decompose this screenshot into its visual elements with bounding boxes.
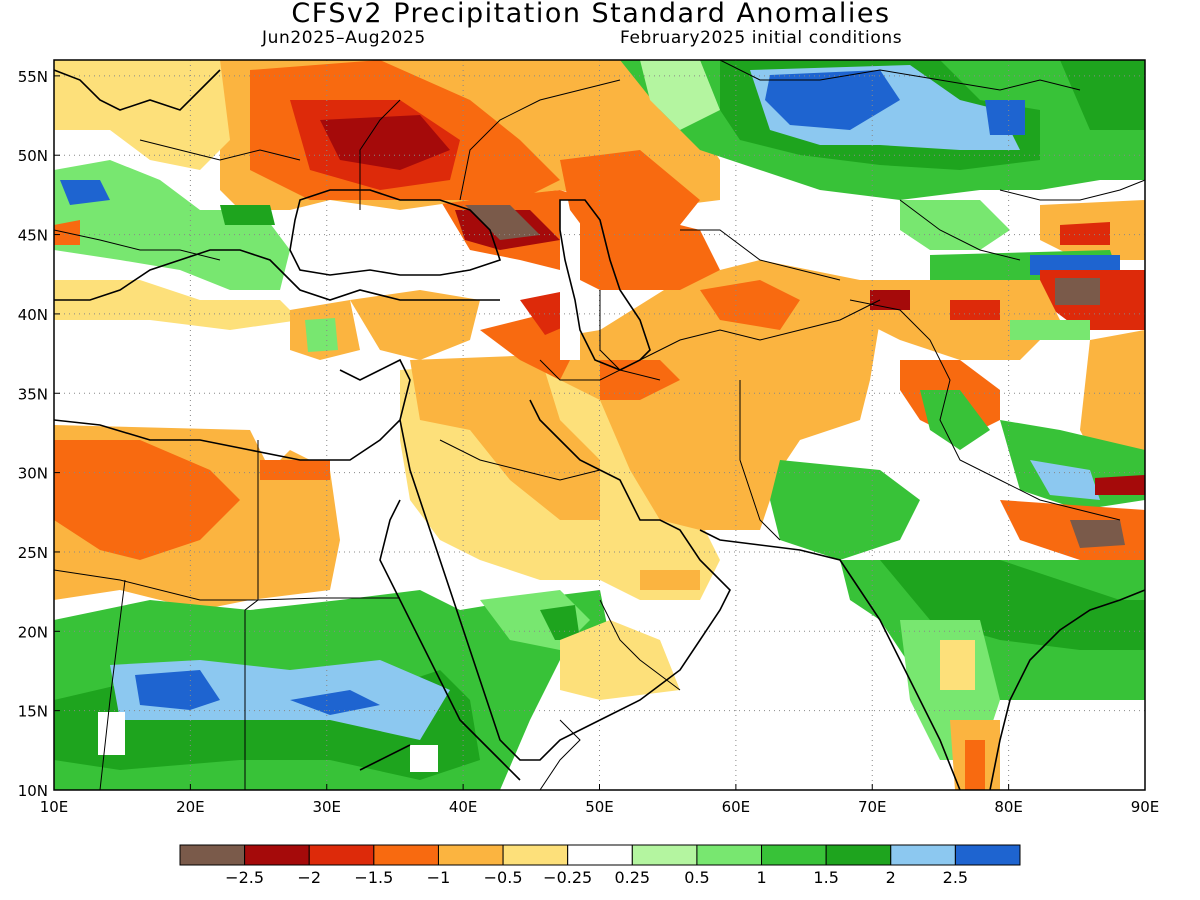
anomaly-region [54, 60, 230, 170]
colorbar-swatch [825, 844, 892, 866]
anomaly-region [260, 460, 330, 480]
forecast-period: Jun2025–Aug2025 [262, 28, 426, 48]
anomaly-region [98, 712, 125, 755]
x-tick-label: 40E [449, 798, 478, 816]
anomaly-region [220, 205, 275, 225]
anomaly-region [985, 100, 1025, 135]
colorbar-swatch [437, 844, 504, 866]
colorbar-swatch [179, 844, 246, 866]
anomaly-region [1060, 222, 1110, 245]
colorbar-swatch [308, 844, 375, 866]
x-tick-label: 10E [40, 798, 69, 816]
latitude-axis: 10N 15N 20N 25N 30N 35N 40N 45N 50N 55N [18, 68, 60, 800]
anomaly-region [765, 70, 900, 130]
anomaly-region [1095, 475, 1145, 495]
x-tick-label: 50E [585, 798, 614, 816]
anomaly-region [1060, 60, 1145, 130]
anomaly-region [465, 205, 540, 240]
anomaly-region [135, 670, 220, 710]
colorbar: −2.5 −2 −1.5 −1 −0.5 −0.25 0.25 0.5 1 1.5 2 2.5 [179, 844, 1021, 887]
y-tick-label: 35N [18, 385, 48, 403]
anomaly-region [950, 300, 1000, 320]
colorbar-label: −2.5 [225, 868, 264, 887]
anomaly-region [870, 290, 910, 310]
y-tick-label: 55N [18, 68, 48, 86]
country-borders [54, 60, 1145, 790]
colorbar-swatch [631, 844, 698, 866]
x-tick-label: 60E [722, 798, 751, 816]
y-tick-label: 10N [18, 782, 48, 800]
colorbar-label: 0.25 [614, 868, 650, 887]
anomaly-region [560, 150, 700, 250]
colorbar-swatch [954, 844, 1021, 866]
anomaly-region [940, 640, 975, 690]
anomaly-region [640, 570, 700, 590]
anomaly-region [290, 690, 380, 715]
anomaly-region [640, 60, 720, 130]
anomaly-region [350, 290, 480, 360]
anomaly-region [320, 115, 450, 170]
colorbar-label: 2 [886, 868, 896, 887]
x-tick-label: 70E [858, 798, 887, 816]
x-tick-label: 20E [176, 798, 205, 816]
y-tick-label: 25N [18, 544, 48, 562]
y-tick-label: 30N [18, 465, 48, 483]
anomaly-region [920, 390, 990, 450]
anomaly-region [1030, 460, 1100, 500]
anomaly-region [305, 318, 338, 352]
colorbar-label: −2 [297, 868, 321, 887]
colorbar-label: 0.5 [684, 868, 709, 887]
coastlines [54, 69, 1145, 790]
colorbar-label: −1.5 [354, 868, 393, 887]
x-tick-label: 30E [312, 798, 341, 816]
colorbar-label: −1 [427, 868, 451, 887]
colorbar-swatch [373, 844, 439, 866]
colorbar-label: −0.25 [543, 868, 592, 887]
y-tick-label: 40N [18, 306, 48, 324]
initial-conditions: February2025 initial conditions [620, 28, 903, 48]
colorbar-label: 1 [756, 868, 766, 887]
anomaly-region [410, 745, 438, 772]
y-tick-label: 45N [18, 227, 48, 245]
anomaly-region [1010, 320, 1090, 340]
anomaly-region [900, 200, 1010, 250]
anomaly-region [965, 740, 985, 790]
anomaly-region [540, 260, 880, 530]
anomaly-region [700, 280, 800, 330]
anomaly-region [54, 440, 240, 560]
anomaly-region [1080, 330, 1145, 470]
anomaly-region [560, 620, 680, 700]
longitude-axis: 10E 20E 30E 40E 50E 60E 70E 80E 90E [40, 784, 1160, 816]
anomaly-region [770, 460, 920, 560]
colorbar-swatch [244, 844, 310, 866]
x-tick-label: 90E [1131, 798, 1160, 816]
anomaly-region [54, 280, 300, 330]
colorbar-swatch [567, 844, 633, 866]
anomaly-region [1055, 278, 1100, 305]
colorbar-label: 1.5 [813, 868, 838, 887]
anomaly-region [54, 160, 290, 290]
map-title: CFSv2 Precipitation Standard Anomalies [291, 0, 891, 29]
anomaly-region [410, 355, 600, 520]
colorbar-label: 2.5 [943, 868, 968, 887]
y-tick-label: 15N [18, 703, 48, 721]
colorbar-swatch [502, 844, 569, 866]
lat-lon-grid [54, 60, 1145, 790]
colorbar-label: −0.5 [484, 868, 523, 887]
anomaly-region [880, 560, 1145, 650]
colorbar-swatch [761, 844, 827, 866]
colorbar-swatch [696, 844, 763, 866]
colorbar-swatch [890, 844, 956, 866]
anomaly-region [60, 180, 110, 205]
y-tick-label: 50N [18, 147, 48, 165]
y-tick-label: 20N [18, 623, 48, 641]
x-tick-label: 80E [994, 798, 1023, 816]
anomaly-region [1070, 520, 1125, 548]
